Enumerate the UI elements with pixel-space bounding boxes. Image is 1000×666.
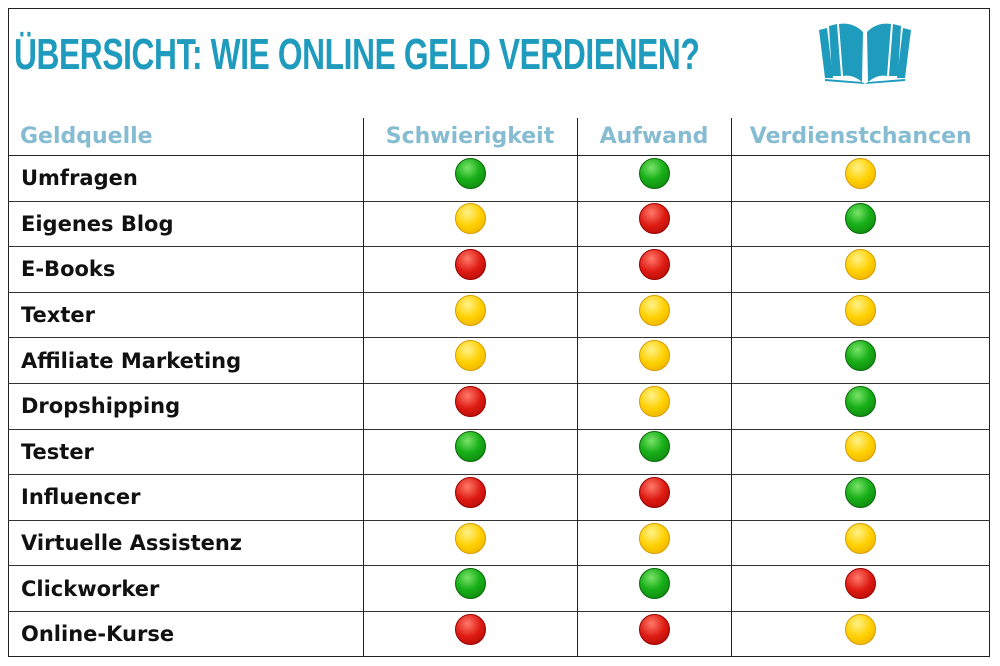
yellow-dot-icon (454, 340, 486, 372)
green-dot-icon (845, 385, 877, 417)
red-dot-icon (454, 613, 486, 645)
rating-cell (730, 428, 990, 475)
table-row: Influencer (8, 474, 990, 521)
green-dot-icon (845, 203, 877, 235)
green-dot-icon (454, 568, 486, 600)
table-row: Texter (8, 291, 990, 338)
yellow-dot-icon (638, 385, 670, 417)
column-header-geldquelle: Geldquelle (8, 118, 363, 156)
rating-cell (362, 200, 577, 247)
row-label: E-Books (8, 246, 363, 293)
red-dot-icon (454, 476, 486, 508)
row-label: Virtuelle Assistenz (8, 519, 363, 566)
column-header-aufwand: Aufwand (576, 118, 731, 156)
yellow-dot-icon (845, 157, 877, 189)
rating-cell (730, 519, 990, 566)
rating-cell (576, 382, 731, 430)
rating-cell (362, 565, 577, 612)
red-dot-icon (454, 385, 486, 417)
rating-cell (576, 474, 731, 521)
rating-cell (362, 519, 577, 566)
green-dot-icon (845, 476, 877, 508)
yellow-dot-icon (845, 613, 877, 645)
rating-cell (730, 565, 990, 612)
rating-cell (362, 337, 577, 384)
yellow-dot-icon (845, 522, 877, 554)
rating-cell (576, 291, 731, 338)
row-label: Eigenes Blog (8, 200, 363, 247)
row-label: Clickworker (8, 565, 363, 612)
table-row: Virtuelle Assistenz (8, 519, 990, 566)
yellow-dot-icon (454, 294, 486, 326)
rating-cell (730, 246, 990, 293)
rating-cell (576, 337, 731, 384)
red-dot-icon (638, 203, 670, 235)
yellow-dot-icon (454, 203, 486, 235)
yellow-dot-icon (454, 522, 486, 554)
yellow-dot-icon (845, 248, 877, 280)
rating-cell (576, 610, 731, 657)
green-dot-icon (638, 157, 670, 189)
row-label: Dropshipping (8, 382, 363, 430)
rating-cell (730, 337, 990, 384)
page-title: ÜBERSICHT: WIE ONLINE GELD VERDIENEN? (14, 30, 700, 79)
row-label: Umfragen (8, 155, 363, 202)
table-row: Eigenes Blog (8, 200, 990, 247)
rating-cell (730, 291, 990, 338)
yellow-dot-icon (638, 294, 670, 326)
row-label: Texter (8, 291, 363, 338)
table-row: Affiliate Marketing (8, 337, 990, 384)
row-label: Tester (8, 428, 363, 475)
green-dot-icon (454, 157, 486, 189)
open-book-icon (819, 23, 911, 84)
rating-cell (362, 428, 577, 475)
green-dot-icon (845, 340, 877, 372)
rating-cell (730, 382, 990, 430)
rating-cell (576, 200, 731, 247)
yellow-dot-icon (638, 522, 670, 554)
red-dot-icon (845, 568, 877, 600)
rating-cell (730, 474, 990, 521)
rating-cell (730, 610, 990, 657)
rating-cell (362, 610, 577, 657)
red-dot-icon (638, 476, 670, 508)
table-row: Clickworker (8, 565, 990, 612)
red-dot-icon (454, 248, 486, 280)
row-label: Online-Kurse (8, 610, 363, 657)
column-header-verdienstchancen: Verdienstchancen (730, 118, 990, 156)
rating-cell (362, 155, 577, 202)
red-dot-icon (638, 248, 670, 280)
green-dot-icon (638, 568, 670, 600)
rating-cell (576, 519, 731, 566)
row-label: Influencer (8, 474, 363, 521)
comparison-table: Geldquelle Schwierigkeit Aufwand Verdienstc… (8, 118, 990, 657)
rating-cell (576, 565, 731, 612)
table-row: Dropshipping (8, 382, 990, 430)
yellow-dot-icon (845, 294, 877, 326)
table-row: Umfragen (8, 155, 990, 202)
table-row: Tester (8, 428, 990, 475)
green-dot-icon (454, 431, 486, 463)
header-row: Geldquelle Schwierigkeit Aufwand Verdienstc… (8, 118, 990, 156)
table-row: Online-Kurse (8, 610, 990, 657)
yellow-dot-icon (638, 340, 670, 372)
rating-cell (362, 246, 577, 293)
row-label: Affiliate Marketing (8, 337, 363, 384)
rating-cell (362, 291, 577, 338)
green-dot-icon (638, 431, 670, 463)
rating-cell (730, 155, 990, 202)
table-row: E-Books (8, 246, 990, 293)
rating-cell (576, 428, 731, 475)
red-dot-icon (638, 613, 670, 645)
rating-cell (576, 246, 731, 293)
rating-cell (362, 382, 577, 430)
column-header-schwierigkeit: Schwierigkeit (362, 118, 577, 156)
rating-cell (730, 200, 990, 247)
yellow-dot-icon (845, 431, 877, 463)
rating-cell (576, 155, 731, 202)
rating-cell (362, 474, 577, 521)
